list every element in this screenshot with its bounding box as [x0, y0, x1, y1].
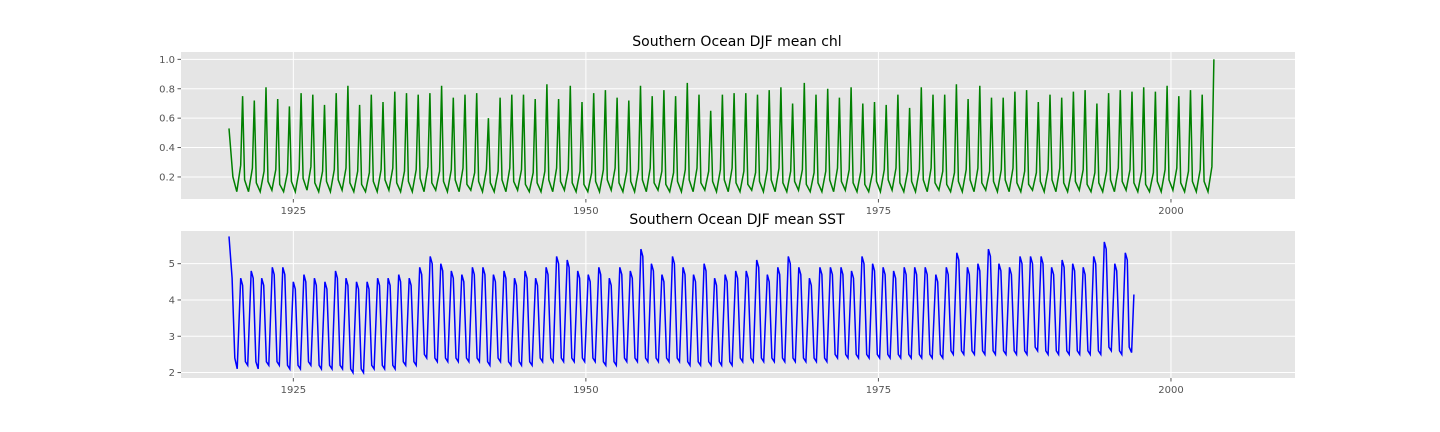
sst-y-ticks: 2 3 4 5: [169, 259, 181, 379]
sst-x-tick-label: 1950: [573, 385, 598, 396]
sst-y-tick-label: 4: [169, 295, 175, 306]
chl-x-tick-label: 2000: [1158, 206, 1183, 217]
chl-x-tick-label: 1975: [866, 206, 891, 217]
chl-x-ticks: 1925 1950 1975 2000: [281, 199, 1184, 217]
sst-y-tick-label: 2: [169, 368, 175, 379]
chl-y-tick-label: 0.2: [159, 172, 175, 183]
sst-chart: Southern Ocean DJF mean SST 2 3 4 5 1925 195…: [169, 212, 1295, 396]
sst-series-line: [228, 236, 1135, 376]
chl-y-tick-label: 0.6: [159, 114, 175, 125]
sst-x-ticks: 1925 1950 1975 2000: [281, 378, 1184, 396]
chl-y-tick-label: 0.4: [159, 143, 175, 154]
chl-series-line: [228, 59, 1215, 195]
chl-y-ticks: 0.2 0.4 0.6 0.8 1.0: [159, 55, 181, 183]
chl-x-tick-label: 1950: [573, 206, 598, 217]
chl-y-tick-label: 0.8: [159, 84, 175, 95]
chl-chart: Southern Ocean DJF mean chl 0.2 0.4 0.6 0.8…: [159, 34, 1295, 217]
sst-x-tick-label: 1975: [866, 385, 891, 396]
sst-chart-title: Southern Ocean DJF mean SST: [629, 212, 845, 228]
sst-x-tick-label: 2000: [1158, 385, 1183, 396]
chl-chart-title: Southern Ocean DJF mean chl: [632, 34, 841, 50]
chl-gridlines: [181, 52, 1295, 199]
sst-y-tick-label: 3: [169, 332, 175, 343]
chl-y-tick-label: 1.0: [159, 55, 175, 66]
sst-x-tick-label: 1925: [281, 385, 306, 396]
sst-y-tick-label: 5: [169, 259, 175, 270]
chl-x-tick-label: 1925: [281, 206, 306, 217]
